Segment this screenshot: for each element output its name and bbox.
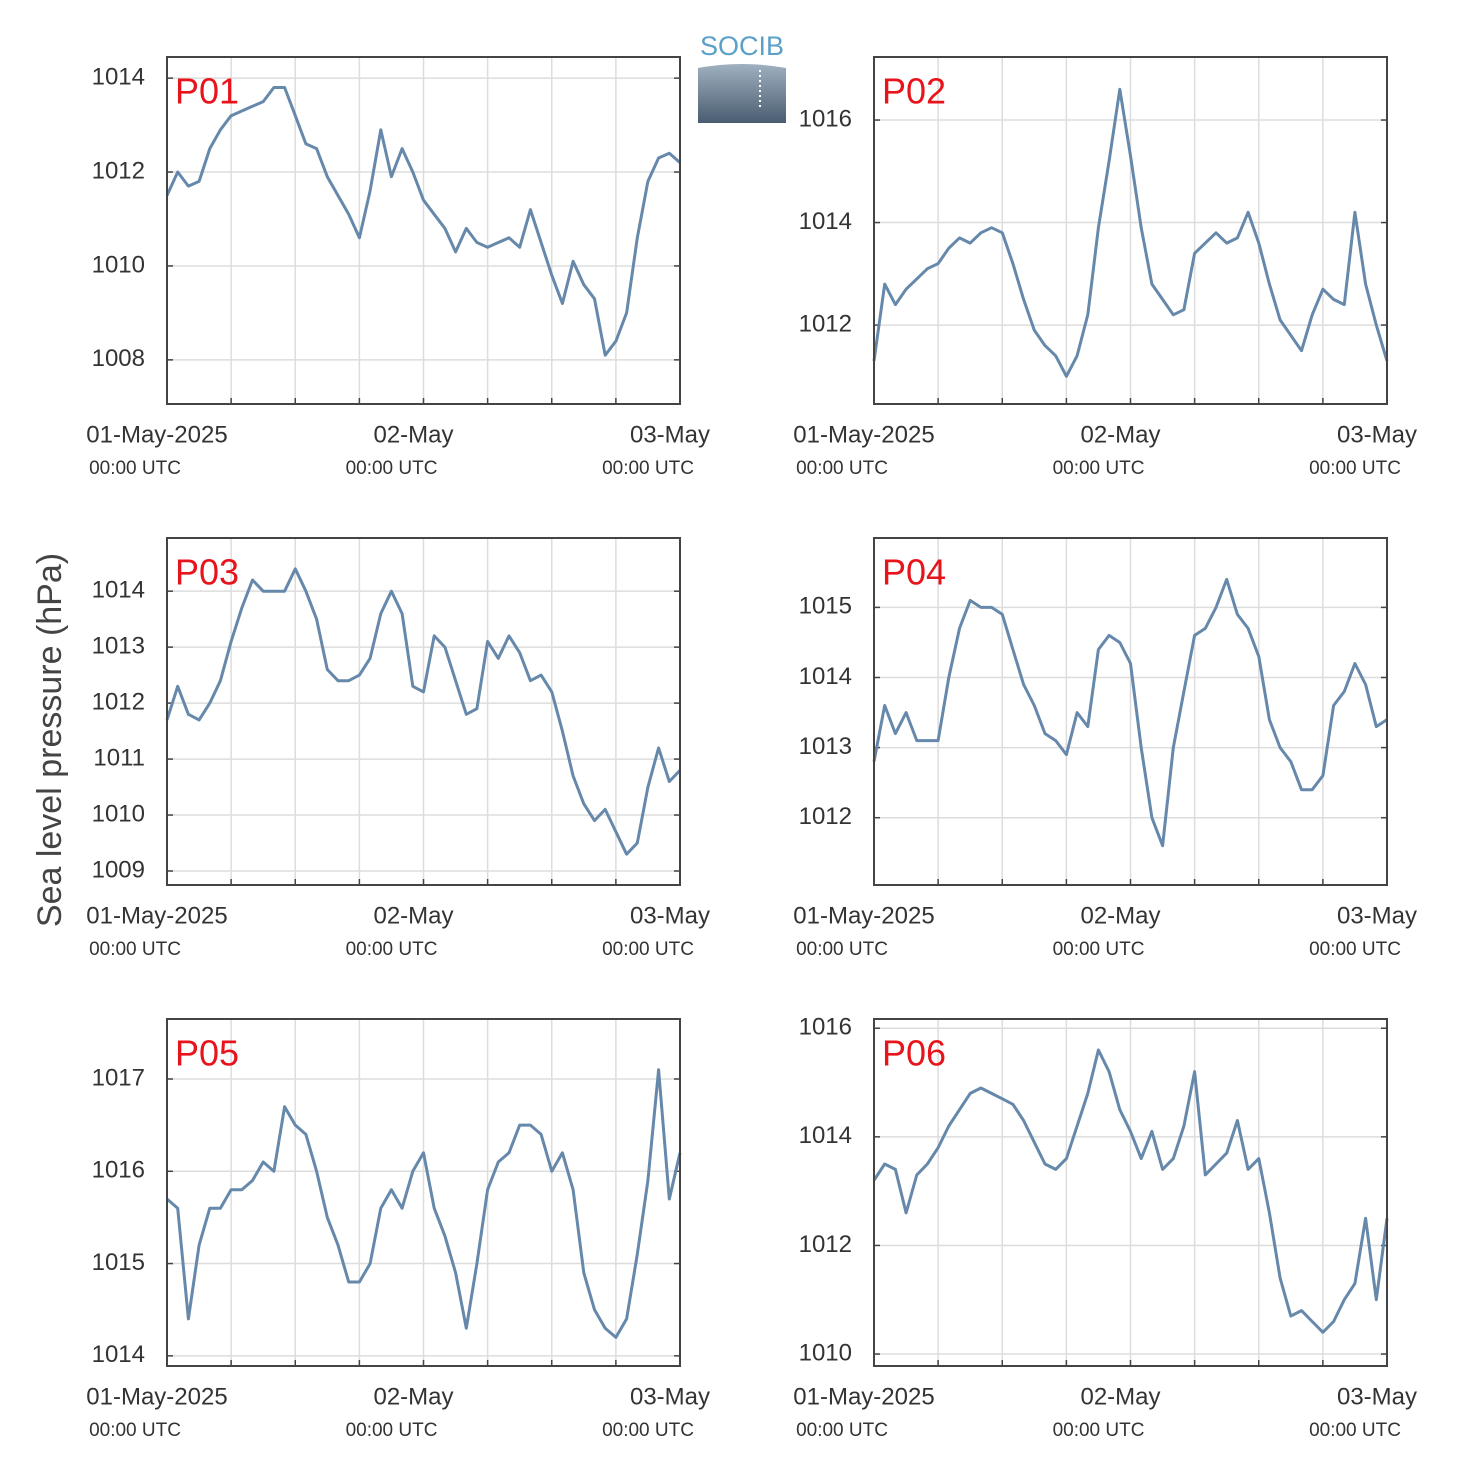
y-tick-label: 1012 — [92, 688, 145, 715]
x-tick-sublabel: 00:00 UTC — [1053, 1420, 1145, 1441]
y-tick-label: 1014 — [799, 208, 852, 235]
x-tick-label: 03-May — [1337, 421, 1417, 448]
subplot: 01-May-2025 00:00 UTC 02-May 00:00 UTC 03-Ma… — [793, 1014, 1417, 1441]
x-tick-sublabel: 00:00 UTC — [796, 939, 888, 960]
x-tick-sublabel: 00:00 UTC — [1309, 458, 1401, 479]
data-line — [872, 577, 1388, 848]
subplot: 01-May-2025 00:00 UTC 02-May 00:00 UTC 03-Ma… — [86, 537, 710, 960]
y-tick-label: 1013 — [92, 632, 145, 659]
x-tick-label: 02-May — [1080, 902, 1160, 929]
axes-frame — [166, 1018, 681, 1367]
x-tick-sublabel: 00:00 UTC — [1309, 939, 1401, 960]
y-tick-label: 1016 — [799, 105, 852, 132]
axes-frame — [873, 1018, 1388, 1367]
x-tick-sublabel: 00:00 UTC — [602, 939, 694, 960]
data-line — [872, 87, 1389, 378]
y-tick-label: 1017 — [92, 1064, 145, 1091]
subplot: 01-May-2025 00:00 UTC 02-May 00:00 UTC 03-Ma… — [86, 56, 710, 479]
panel-title: P06 — [882, 1033, 946, 1074]
y-tick-label: 1010 — [799, 1339, 852, 1366]
y-tick-label: 1012 — [799, 310, 852, 337]
axes-frame — [166, 56, 681, 405]
y-tick-label: 1016 — [92, 1157, 145, 1184]
x-tick-sublabel: 00:00 UTC — [89, 1420, 181, 1441]
y-tick-label: 1014 — [92, 1341, 145, 1368]
data-line — [165, 567, 682, 856]
x-tick-label: 02-May — [1080, 421, 1160, 448]
data-line — [166, 1068, 682, 1339]
y-tick-label: 1010 — [92, 800, 145, 827]
x-tick-sublabel: 00:00 UTC — [1053, 939, 1145, 960]
y-tick-label: 1011 — [93, 744, 145, 771]
y-tick-label: 1015 — [799, 593, 852, 620]
logo: SOCIB — [698, 31, 786, 123]
x-tick-label: 01-May-2025 — [793, 1383, 934, 1410]
y-tick-label: 1016 — [799, 1014, 852, 1041]
x-tick-label: 01-May-2025 — [86, 902, 227, 929]
x-tick-sublabel: 00:00 UTC — [602, 458, 694, 479]
x-tick-label: 03-May — [630, 1383, 710, 1410]
panel-title: P05 — [175, 1033, 239, 1074]
logo-shape — [698, 64, 786, 123]
y-tick-label: 1008 — [92, 345, 145, 372]
x-tick-label: 02-May — [373, 902, 453, 929]
y-tick-label: 1014 — [799, 1122, 852, 1149]
x-tick-label: 03-May — [1337, 1383, 1417, 1410]
y-tick-label: 1009 — [92, 856, 145, 883]
y-tick-label: 1014 — [92, 577, 145, 604]
x-tick-sublabel: 00:00 UTC — [346, 458, 438, 479]
x-tick-label: 01-May-2025 — [793, 902, 934, 929]
data-line — [165, 86, 681, 357]
y-tick-label: 1014 — [92, 63, 145, 90]
y-tick-label: 1012 — [92, 157, 145, 184]
x-tick-label: 03-May — [1337, 902, 1417, 929]
y-tick-label: 1010 — [92, 251, 145, 278]
logo-text: SOCIB — [700, 31, 784, 61]
x-tick-label: 02-May — [1080, 1383, 1160, 1410]
data-line — [872, 1048, 1389, 1334]
x-tick-label: 02-May — [373, 421, 453, 448]
x-tick-sublabel: 00:00 UTC — [602, 1420, 694, 1441]
y-tick-label: 1014 — [799, 663, 852, 690]
x-tick-label: 03-May — [630, 902, 710, 929]
y-tick-label: 1015 — [92, 1249, 145, 1276]
x-tick-label: 01-May-2025 — [86, 1383, 227, 1410]
x-tick-label: 02-May — [373, 1383, 453, 1410]
y-tick-label: 1012 — [799, 1231, 852, 1258]
subplot: 01-May-2025 00:00 UTC 02-May 00:00 UTC 03-Ma… — [86, 1018, 710, 1441]
axes-frame — [166, 537, 681, 886]
x-tick-label: 01-May-2025 — [86, 421, 227, 448]
panel-title: P02 — [882, 71, 946, 112]
x-tick-sublabel: 00:00 UTC — [89, 458, 181, 479]
subplot: 01-May-2025 00:00 UTC 02-May 00:00 UTC 03-Ma… — [793, 56, 1417, 479]
panel-title: P04 — [882, 552, 946, 593]
x-tick-label: 03-May — [630, 421, 710, 448]
x-tick-label: 01-May-2025 — [793, 421, 934, 448]
y-axis-label: Sea level pressure (hPa) — [31, 553, 69, 927]
subplot: 01-May-2025 00:00 UTC 02-May 00:00 UTC 03-Ma… — [793, 537, 1417, 960]
y-tick-label: 1013 — [799, 733, 852, 760]
x-tick-sublabel: 00:00 UTC — [1309, 1420, 1401, 1441]
x-tick-sublabel: 00:00 UTC — [1053, 458, 1145, 479]
y-tick-label: 1012 — [799, 803, 852, 830]
panel-title: P03 — [175, 552, 239, 593]
x-tick-sublabel: 00:00 UTC — [796, 458, 888, 479]
x-tick-sublabel: 00:00 UTC — [796, 1420, 888, 1441]
x-tick-sublabel: 00:00 UTC — [346, 939, 438, 960]
x-tick-sublabel: 00:00 UTC — [89, 939, 181, 960]
panel-title: P01 — [175, 71, 239, 112]
x-tick-sublabel: 00:00 UTC — [346, 1420, 438, 1441]
axes-frame — [873, 56, 1388, 405]
axes-frame — [873, 537, 1388, 886]
